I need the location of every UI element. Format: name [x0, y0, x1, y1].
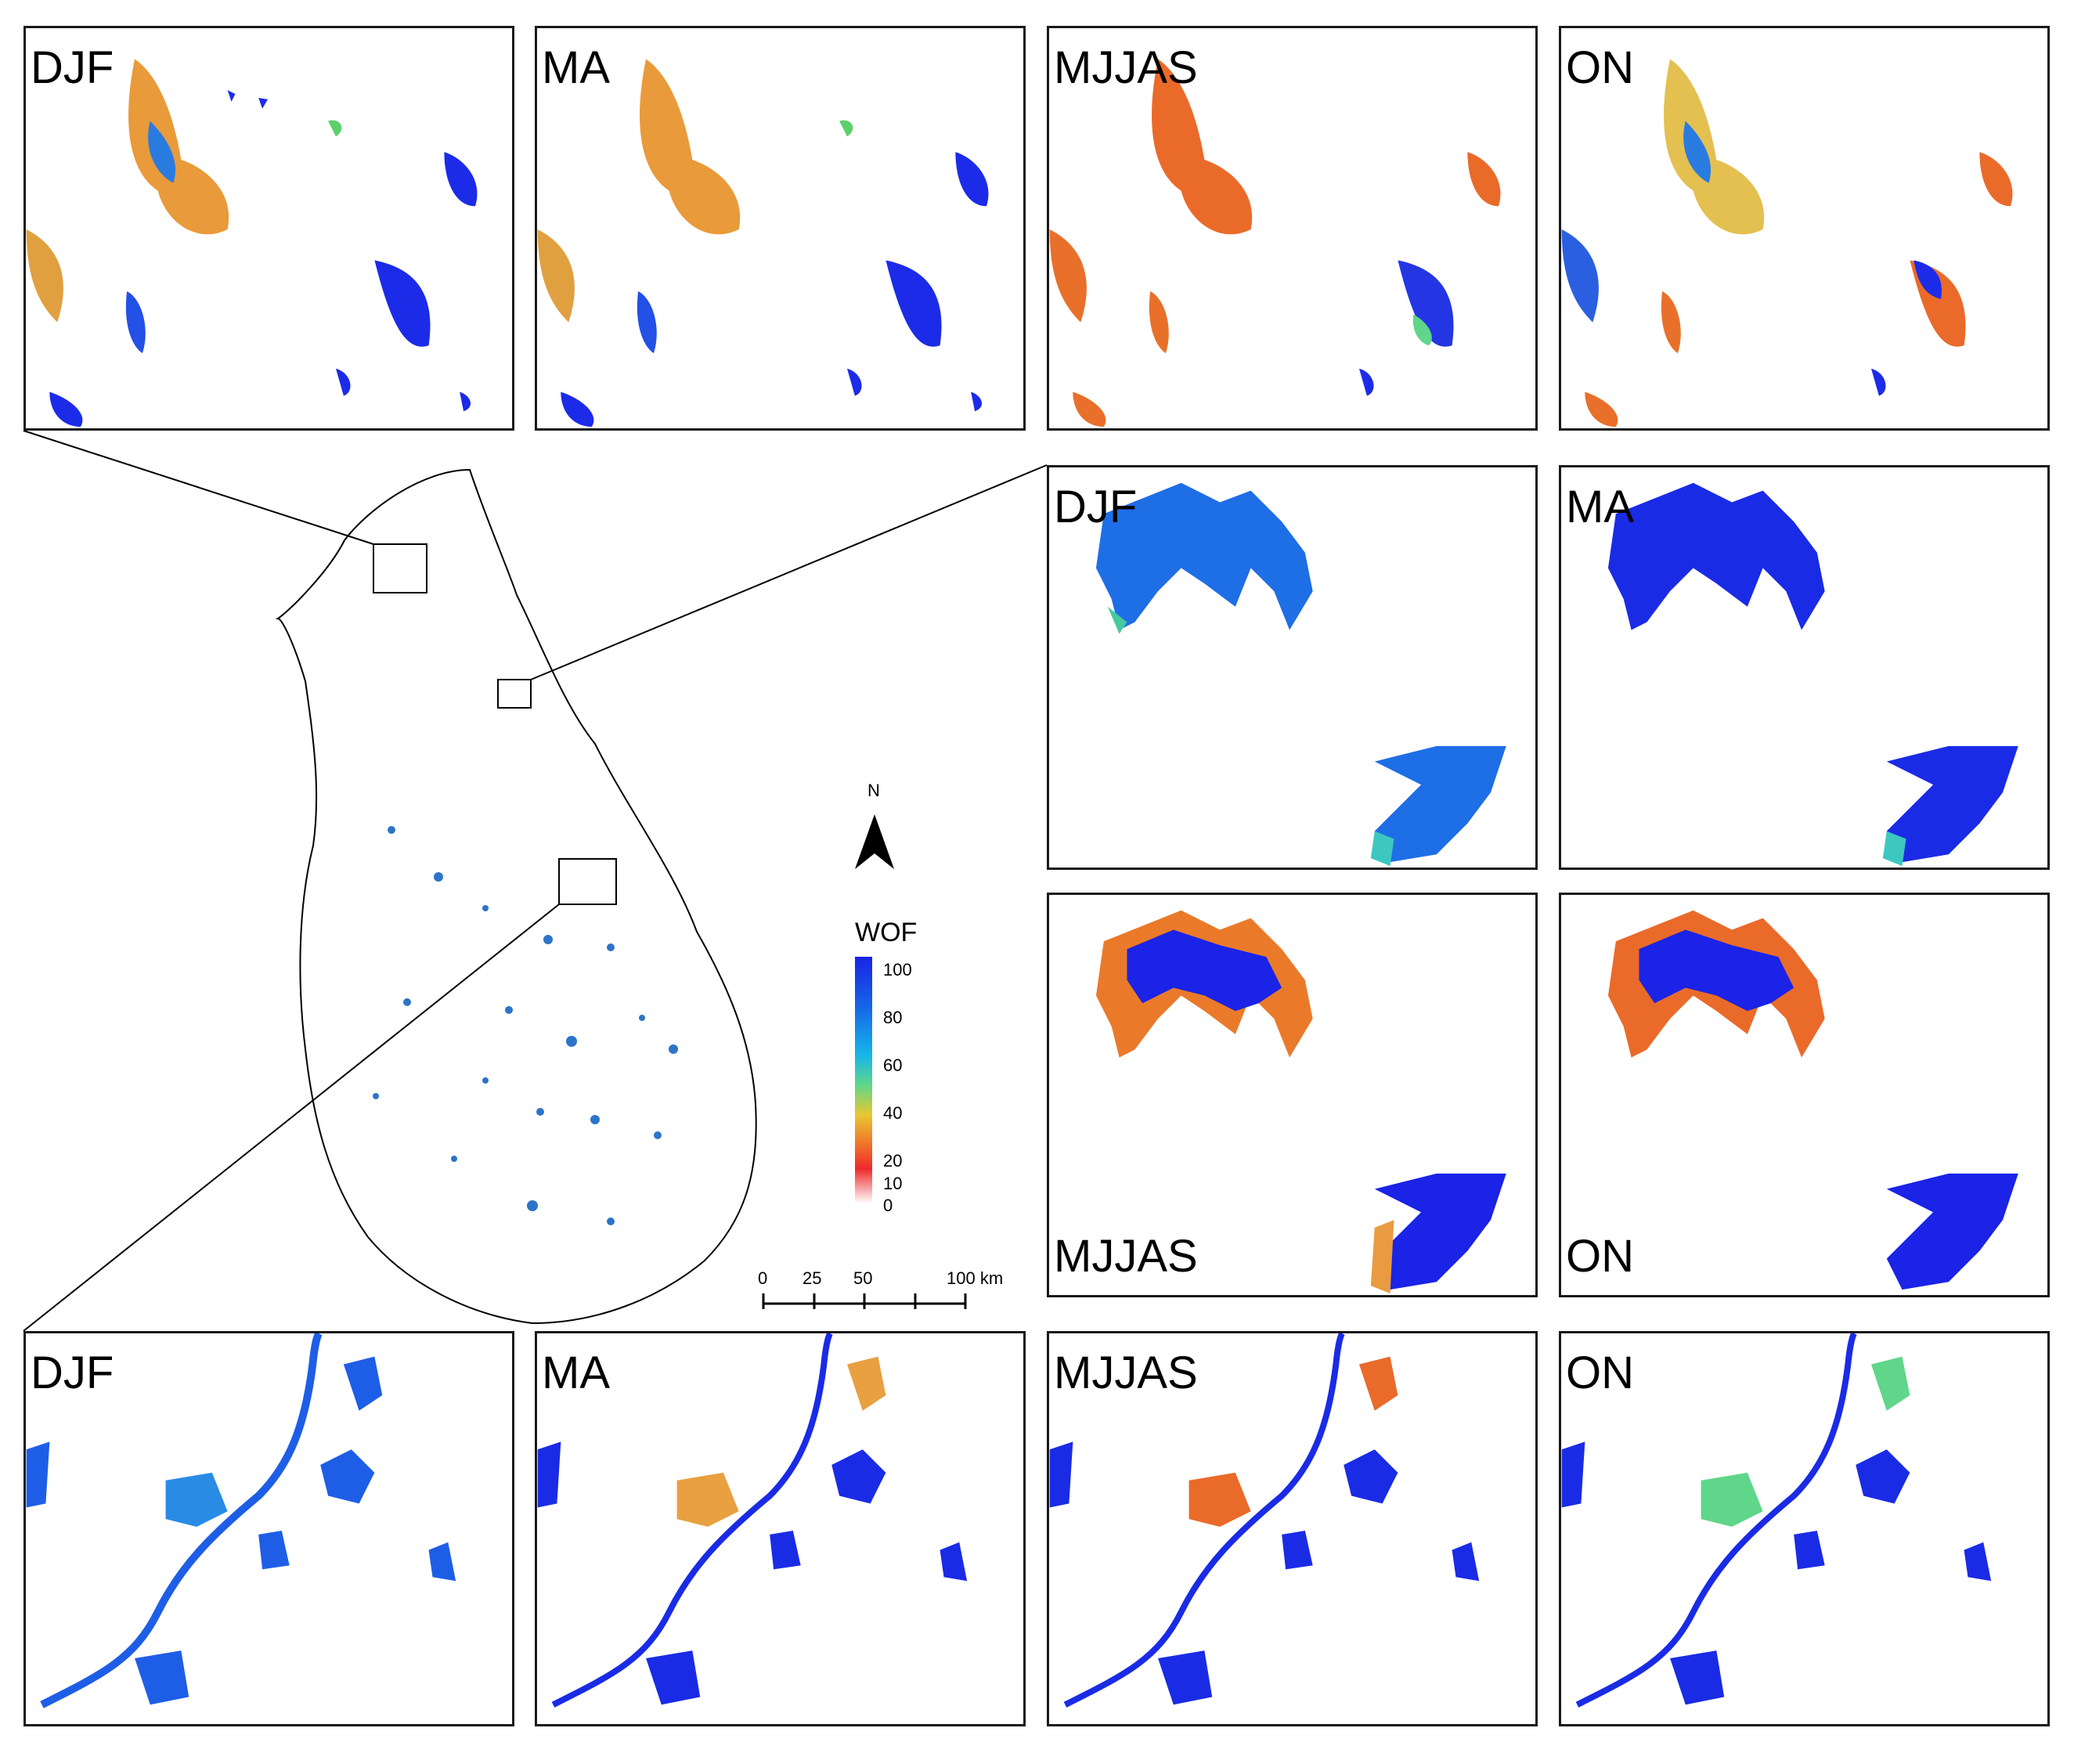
- scale-label-50: 50: [853, 1268, 873, 1288]
- legend-tick-60: 60: [883, 1055, 903, 1075]
- inundation-map-top-ma: [537, 59, 989, 427]
- leader-line-region-2: [530, 464, 1048, 680]
- scale-label-100km: 100 km: [947, 1268, 1004, 1288]
- scale-bar: [762, 1293, 967, 1309]
- legend-tick-80: 80: [883, 1008, 903, 1027]
- scale-label-25: 25: [803, 1268, 822, 1288]
- inundation-map-bottom-on: [1561, 1333, 1992, 1708]
- inundation-map-top-djf: [26, 59, 478, 427]
- season-label-mid-djf: DJF: [1054, 482, 1138, 532]
- inundation-map-top-on: [1561, 59, 2013, 427]
- leader-line-region-1: [23, 430, 374, 545]
- season-label-bottom-mjjas: MJJAS: [1054, 1347, 1198, 1398]
- legend-tick-20: 20: [883, 1151, 903, 1171]
- panel-top-on: ON: [1559, 26, 2050, 431]
- legend-tick-10: 10: [883, 1174, 903, 1193]
- panel-bottom-on: ON: [1559, 1331, 2050, 1726]
- legend-tick-40: 40: [883, 1103, 903, 1123]
- panel-mid-mjjas: MJJAS: [1047, 893, 1538, 1297]
- inset-box-region-1: [373, 543, 427, 593]
- inundation-map-mid-mjjas: [1095, 910, 1506, 1294]
- leader-line-region-3: [23, 904, 560, 1332]
- scale-label-0: 0: [758, 1268, 768, 1288]
- inundation-map-bottom-mjjas: [1049, 1333, 1480, 1708]
- panel-bottom-mjjas: MJJAS: [1047, 1331, 1538, 1726]
- season-label-bottom-on: ON: [1566, 1347, 1634, 1398]
- sri-lanka-outline: [275, 468, 757, 1325]
- inset-box-region-2: [497, 679, 532, 709]
- legend-tick-0: 0: [883, 1196, 893, 1215]
- season-label-bottom-ma: MA: [542, 1347, 610, 1398]
- island-water-bodies: [373, 826, 678, 1225]
- legend-title: WOF: [855, 918, 918, 947]
- inundation-map-bottom-ma: [537, 1333, 968, 1708]
- season-label-bottom-djf: DJF: [31, 1347, 114, 1398]
- panel-mid-on: ON: [1559, 893, 2050, 1297]
- panel-top-djf: DJF: [23, 26, 514, 431]
- season-label-djf: DJF: [31, 42, 114, 93]
- season-label-mjjas: MJJAS: [1054, 42, 1198, 93]
- inundation-map-top-mjjas: [1049, 59, 1501, 427]
- season-label-mid-ma: MA: [1566, 482, 1634, 532]
- season-label-ma: MA: [542, 42, 610, 93]
- legend-color-ramp: [855, 957, 872, 1203]
- inundation-map-mid-djf: [1095, 482, 1506, 867]
- inset-box-region-3: [558, 858, 617, 905]
- north-arrow-icon: [855, 814, 894, 869]
- panel-top-ma: MA: [535, 26, 1026, 431]
- season-label-mid-mjjas: MJJAS: [1054, 1231, 1198, 1282]
- season-label-mid-on: ON: [1566, 1231, 1634, 1282]
- inundation-map-bottom-djf: [26, 1333, 456, 1708]
- season-label-on: ON: [1566, 42, 1634, 93]
- inundation-map-mid-ma: [1607, 482, 2018, 867]
- panel-bottom-ma: MA: [535, 1331, 1026, 1726]
- panel-top-mjjas: MJJAS: [1047, 26, 1538, 431]
- panel-bottom-djf: DJF: [23, 1331, 514, 1726]
- inundation-map-mid-on: [1607, 910, 2018, 1290]
- legend-tick-100: 100: [883, 960, 912, 979]
- north-label: N: [867, 781, 880, 800]
- panel-mid-ma: MA: [1559, 465, 2050, 870]
- panel-mid-djf: DJF: [1047, 465, 1538, 870]
